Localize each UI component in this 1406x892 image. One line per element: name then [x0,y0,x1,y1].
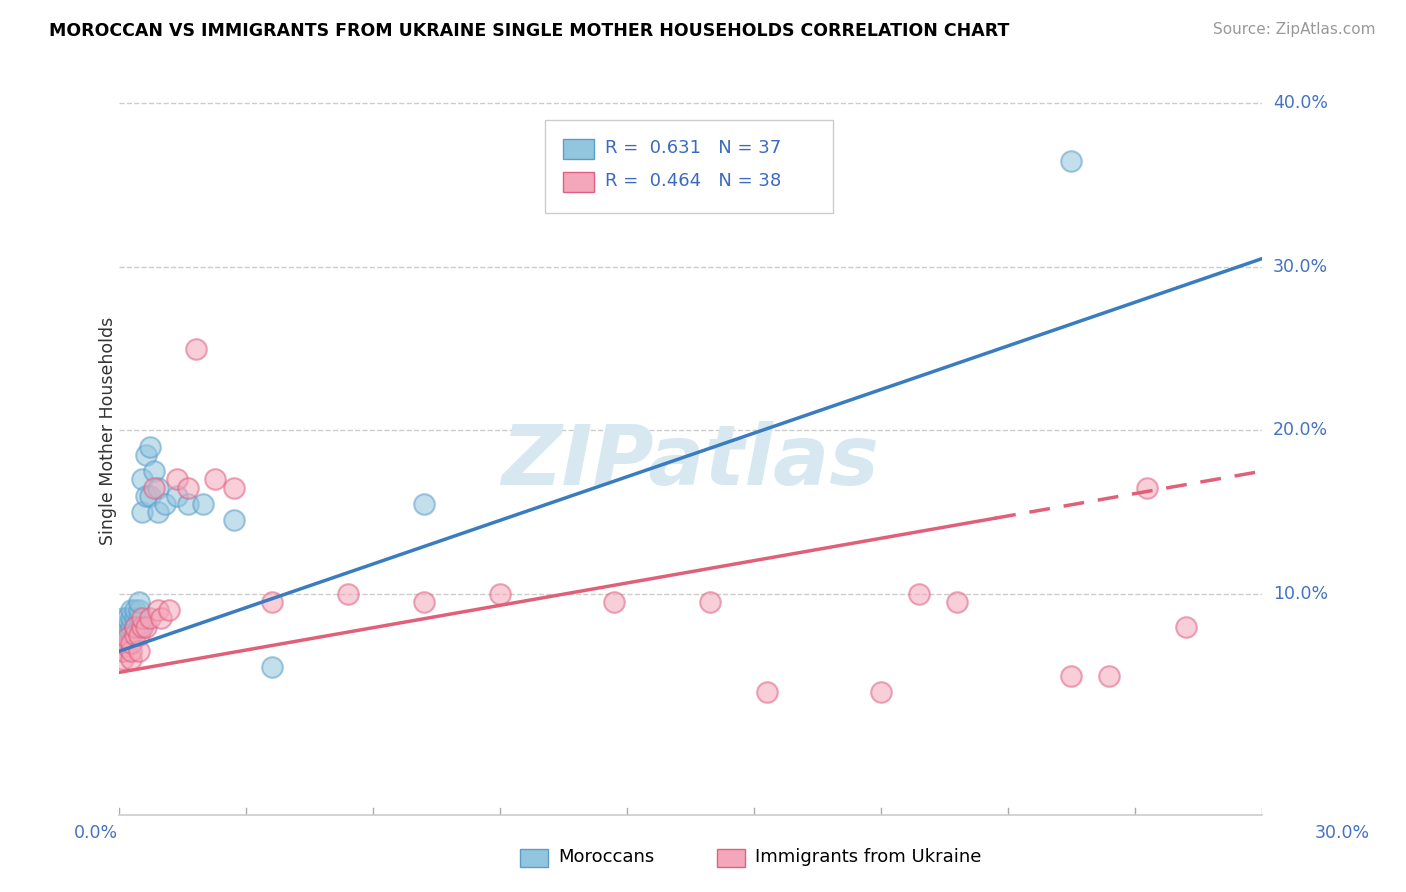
Y-axis label: Single Mother Households: Single Mother Households [100,317,117,544]
Point [112,644,135,658]
Point [120,619,142,633]
Text: R =  0.464   N = 38: R = 0.464 N = 38 [605,172,782,190]
Point [139,611,162,625]
Point [166,472,188,486]
Point [120,628,142,642]
Point [193,497,215,511]
Point [112,611,135,625]
Point [946,595,969,609]
Point [146,505,169,519]
Point [142,481,165,495]
Point [222,481,245,495]
Point [413,497,436,511]
Text: 30.0%: 30.0% [1315,823,1371,841]
Point [177,481,200,495]
Point [120,652,142,666]
Point [157,603,180,617]
Point [115,639,138,653]
Point [124,603,146,617]
Text: 40.0%: 40.0% [1272,95,1329,112]
Point [128,628,150,642]
Point [131,472,153,486]
Point [131,619,153,633]
Point [128,611,150,625]
Point [128,603,150,617]
Point [870,685,893,699]
Point [908,587,931,601]
Point [120,611,142,625]
Point [131,505,153,519]
Point [124,619,146,633]
Point [128,619,150,633]
Point [135,448,157,462]
Point [699,595,721,609]
Point [128,595,150,609]
Point [124,611,146,625]
Point [115,631,138,645]
Text: Moroccans: Moroccans [558,848,654,866]
Point [139,489,162,503]
Point [336,587,359,601]
Point [146,481,169,495]
Point [1174,619,1197,633]
Point [120,644,142,658]
Text: 0.0%: 0.0% [73,823,118,841]
Point [755,685,778,699]
Point [489,587,512,601]
Point [135,489,157,503]
Point [260,660,283,674]
Point [124,619,146,633]
Point [603,595,626,609]
Point [135,619,157,633]
Point [115,619,138,633]
Point [222,513,245,527]
Text: R =  0.631   N = 37: R = 0.631 N = 37 [605,139,782,157]
Point [166,489,188,503]
Point [146,603,169,617]
Point [184,342,207,356]
Text: 20.0%: 20.0% [1272,421,1329,440]
Point [131,611,153,625]
Point [112,652,135,666]
Point [120,603,142,617]
Point [150,611,173,625]
Point [139,440,162,454]
Text: Immigrants from Ukraine: Immigrants from Ukraine [755,848,981,866]
Point [115,628,138,642]
Point [1136,481,1159,495]
Point [260,595,283,609]
Point [115,636,138,650]
Text: Source: ZipAtlas.com: Source: ZipAtlas.com [1212,22,1375,37]
Point [1098,668,1121,682]
Point [112,628,135,642]
Point [128,644,150,658]
Point [115,611,138,625]
Point [177,497,200,511]
Point [124,628,146,642]
Point [153,497,176,511]
Text: 10.0%: 10.0% [1272,585,1329,603]
Point [120,636,142,650]
Point [204,472,226,486]
Text: MOROCCAN VS IMMIGRANTS FROM UKRAINE SINGLE MOTHER HOUSEHOLDS CORRELATION CHART: MOROCCAN VS IMMIGRANTS FROM UKRAINE SING… [49,22,1010,40]
Point [142,464,165,478]
Point [1060,153,1083,168]
Point [131,619,153,633]
Point [413,595,436,609]
Point [112,619,135,633]
Point [124,628,146,642]
Point [1060,668,1083,682]
Text: 30.0%: 30.0% [1272,258,1329,276]
Text: ZIPatlas: ZIPatlas [502,421,880,501]
